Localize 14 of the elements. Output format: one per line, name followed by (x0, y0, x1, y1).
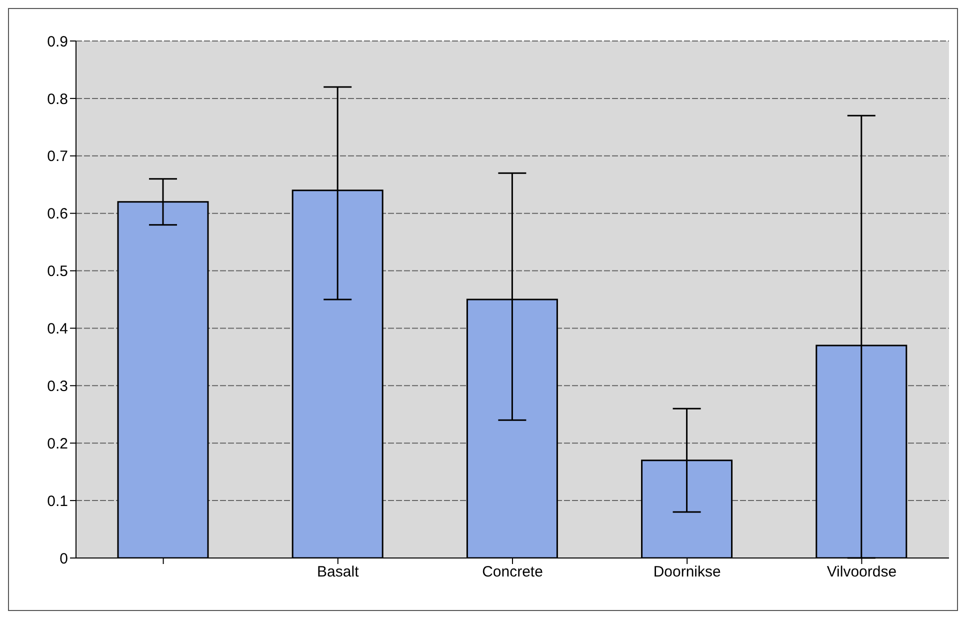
x-tick-label: Doornikse (653, 564, 721, 581)
y-tick-label: 0.8 (47, 90, 68, 108)
y-tick-label: 0.6 (47, 206, 68, 223)
x-tick-label: Basalt (317, 564, 360, 581)
y-tick-label: 0.5 (47, 263, 68, 280)
y-tick-label: 0.2 (47, 435, 68, 452)
x-tick-label: Vilvoordse (826, 564, 897, 581)
x-tick-label: Concrete (482, 564, 543, 581)
y-tick-label: 0.3 (47, 378, 68, 395)
y-tick-label: 0 (60, 550, 68, 568)
y-tick-label: 0.7 (47, 148, 68, 166)
y-tick-label: 0.9 (47, 33, 68, 50)
y-tick-label: 0.4 (47, 320, 68, 338)
y-tick-label: 0.1 (47, 492, 68, 510)
